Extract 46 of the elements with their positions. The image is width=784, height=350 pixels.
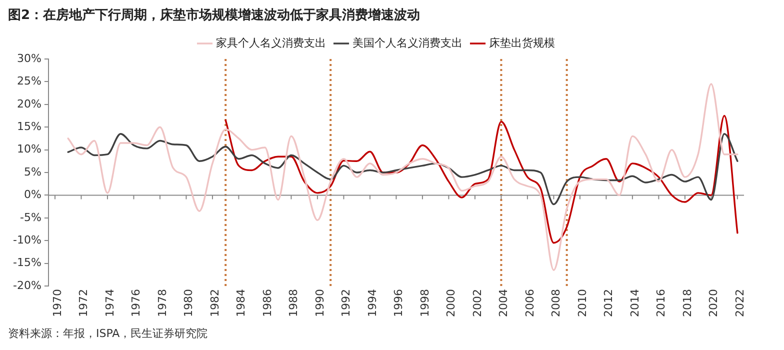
x-tick-label: 1978 (156, 289, 169, 318)
x-tick-label: 2022 (733, 289, 746, 318)
y-tick-label: 20% (16, 97, 42, 110)
x-tick-label: 2006 (523, 289, 536, 318)
x-tick-label: 2012 (602, 289, 616, 318)
x-tick-label: 2010 (576, 289, 589, 318)
x-tick-label: 1998 (418, 289, 432, 318)
x-tick-label: 2004 (497, 289, 510, 318)
x-tick-label: 2002 (470, 289, 484, 318)
y-tick-label: 25% (16, 74, 42, 88)
legend-label: 床垫出货规模 (488, 36, 555, 50)
x-tick-label: 2020 (707, 289, 720, 318)
line-series (224, 114, 738, 244)
line-series (67, 83, 738, 271)
y-tick-label: 30% (16, 52, 42, 65)
chart-title: 图2：在房地产下行周期，床垫市场规模增速波动低于家具消费增速波动 (8, 6, 420, 24)
x-tick-label: 1988 (287, 289, 300, 318)
x-tick-label: 2018 (680, 289, 694, 318)
x-tick-label: 1980 (182, 289, 196, 318)
text: 资料来源：年报，ISPA，民生证券研究院 (8, 326, 208, 341)
x-tick-label: 2008 (550, 289, 563, 318)
y-tick-label: 0% (24, 188, 42, 202)
x-tick-label: 1974 (103, 289, 116, 318)
x-tick-label: 1982 (208, 289, 222, 318)
y-tick-label: 10% (16, 142, 42, 156)
y-tick-label: 15% (16, 120, 42, 133)
y-tick-label: 5% (24, 165, 42, 178)
legend-label: 美国个人名义消费支出 (352, 36, 462, 50)
x-tick-label: 1994 (366, 289, 379, 318)
y-tick-label: -20% (12, 278, 42, 292)
y-tick-label: -10% (12, 233, 42, 246)
x-tick-label: 2014 (628, 289, 642, 318)
x-tick-label: 1984 (234, 289, 248, 318)
x-tick-label: 1972 (77, 289, 90, 318)
x-tick-label: 1996 (392, 289, 406, 318)
x-tick-label: 2016 (654, 289, 668, 318)
y-tick-label: -15% (12, 256, 42, 270)
x-tick-label: 1990 (313, 289, 326, 318)
x-tick-label: 1992 (340, 289, 353, 318)
line-series (67, 133, 738, 206)
x-tick-label: 2000 (444, 289, 458, 318)
y-tick-label: -5% (20, 210, 42, 224)
x-tick-label: 1970 (50, 289, 64, 318)
x-tick-label: 1986 (260, 289, 274, 318)
x-tick-label: 1976 (130, 289, 143, 318)
legend-label: 家具个人名义消费支出 (216, 36, 326, 50)
